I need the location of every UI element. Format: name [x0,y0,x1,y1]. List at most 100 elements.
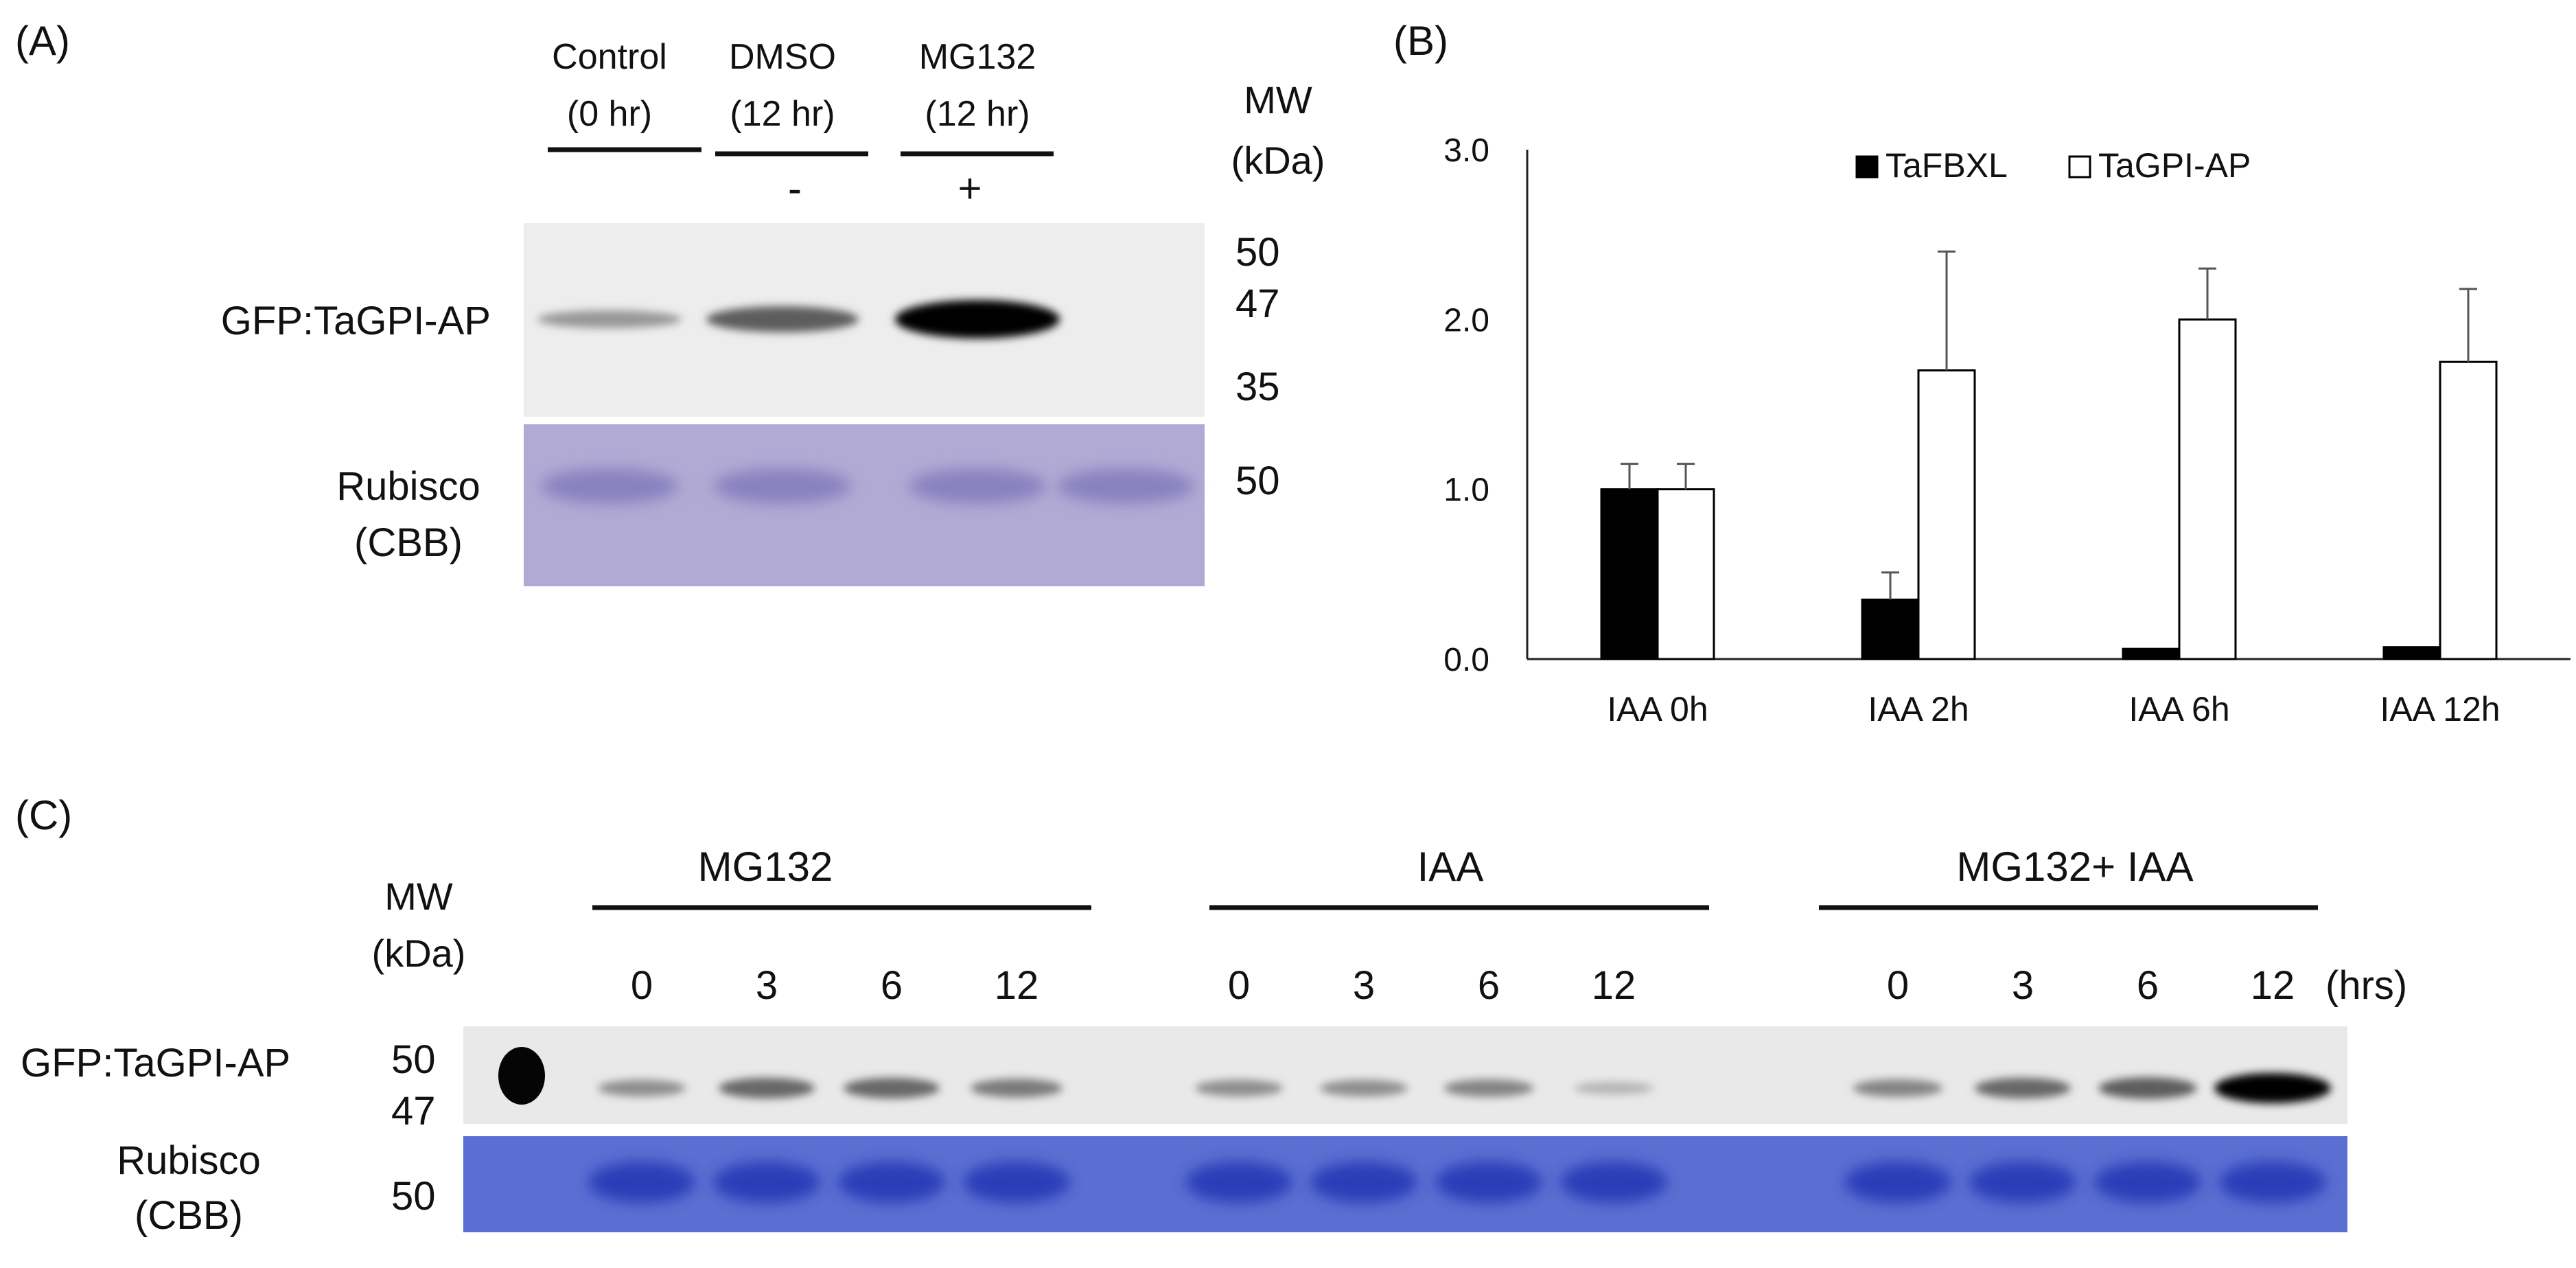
cbb-band-c [1844,1162,1951,1203]
group-label-mg132: MG132 [698,844,833,890]
cbb-band-c [2094,1162,2201,1203]
bar-tagpi-ap [2178,318,2237,660]
blot-bands-c [598,1073,2331,1103]
blot-bands [537,300,1060,338]
lane-time-dmso: (12 hr) [730,94,835,134]
blot-band-c [1574,1081,1653,1095]
blot-band [537,310,682,328]
legend-label: TaGPI-AP [2098,146,2251,185]
cbb-band [909,468,1046,504]
blot-band-c [1853,1079,1943,1097]
bar-tafbxl [1600,488,1659,660]
mg132-sign-mg132: + [958,165,982,211]
mw-title: MW [1244,78,1312,122]
time-point-label: 6 [2137,963,2159,1008]
blot-band-c [719,1078,815,1098]
bar-tafbxl [1861,598,1920,660]
time-point-label: 6 [1478,963,1500,1008]
cbb-band-c [713,1162,820,1203]
bar-tagpi-ap [1656,488,1715,660]
lane-time-control: (0 hr) [567,94,652,134]
cbb-band [1057,468,1194,504]
marker-dot [498,1047,545,1105]
bar-tafbxl [2382,646,2441,660]
panel-c-letter: (C) [15,792,72,838]
cbb-band [714,468,851,504]
row-label-rubisco-c: Rubisco [117,1138,261,1183]
mw-marker-47: 47 [1235,281,1280,326]
time-point-label: 3 [756,963,778,1008]
group-label-iaa: IAA [1417,844,1484,890]
time-point-label: 12 [1592,963,1636,1008]
blot-band-c [1195,1079,1283,1097]
row-label-gfp-c: GFP:TaGPI-AP [21,1041,290,1085]
group-label-mg132-iaa: MG132+ IAA [1956,844,2193,890]
blot-band-c [1320,1079,1408,1097]
blot-band-c [844,1078,940,1098]
blot-band-c [2098,1077,2197,1099]
lane-label-dmso: DMSO [729,37,836,77]
western-blot-strip-c [463,1026,2347,1124]
row-label-cbb-c: (CBB) [135,1193,243,1238]
mw-marker-35: 35 [1235,365,1280,409]
time-point-label: 3 [1353,963,1375,1008]
time-point-label: 12 [995,963,1039,1008]
panel-a-letter: (A) [15,18,70,64]
cbb-band-c [1435,1162,1542,1203]
legend-swatch [1855,155,1879,178]
rubisco-mw-c: 50 [391,1174,436,1219]
cbb-band-c [1310,1162,1417,1203]
row-label-cbb: (CBB) [354,520,463,565]
x-tick-label: IAA 2h [1868,690,1969,728]
blot-band-c [1443,1079,1534,1097]
cbb-band-c [963,1162,1070,1203]
panel-a: (A) Control (0 hr) DMSO (12 hr) MG132 (1… [15,18,1325,586]
legend-label: TaFBXL [1885,146,2008,185]
mw-marker-50: 50 [1235,230,1280,275]
cbb-band-c [1185,1162,1292,1203]
mg132-sign-dmso: - [788,165,802,211]
rubisco-mw: 50 [1235,459,1280,503]
bar-tagpi-ap [2439,360,2498,660]
mw-marker-47-c: 47 [391,1089,436,1133]
time-point-label: 3 [2012,963,2034,1008]
time-point-label: 6 [881,963,903,1008]
time-point-label: 0 [1887,963,1909,1008]
panel-b-letter: (B) [1393,18,1448,64]
blot-band-c [971,1079,1063,1098]
blot-band [895,300,1060,338]
x-tick-label: IAA 0h [1607,690,1708,728]
bar-tafbxl [2122,647,2181,660]
bar-tagpi-ap [1917,369,1976,660]
blot-band-c [1975,1078,2071,1098]
x-tick-label: IAA 6h [2128,690,2229,728]
time-point-label: 12 [2251,963,2295,1008]
y-tick-label: 3.0 [1443,132,1489,169]
y-tick-label: 0.0 [1443,642,1489,678]
y-tick-label: 2.0 [1443,302,1489,338]
cbb-bands-c [588,1162,2326,1203]
blot-band-c [2214,1073,2331,1103]
cbb-band-c [1560,1162,1667,1203]
cbb-band [541,468,678,504]
cbb-band-c [1969,1162,2076,1203]
panel-b: (B) 0.0 1.0 2.0 3.0 IAA 0h IAA 2h IAA 6h IAA 12… [1393,18,2571,728]
mw-marker-50-c: 50 [391,1037,436,1082]
blot-band-c [598,1079,686,1097]
legend-swatch [2068,155,2091,178]
lane-label-mg132: MG132 [919,37,1036,77]
cbb-bands [541,468,1194,504]
mw-title-c: MW [384,875,453,918]
y-tick-label: 1.0 [1443,472,1489,509]
blot-band [706,306,859,332]
time-point-label: 0 [631,963,653,1008]
lane-time-mg132: (12 hr) [925,94,1030,134]
time-unit: (hrs) [2325,963,2407,1008]
cbb-strip [524,424,1205,586]
cbb-band-c [2219,1162,2326,1203]
mw-unit: (kDa) [1231,139,1325,182]
panel-c: (C) MW (kDa) MG132 IAA MG132+ IAA 0 3 6 12 0… [15,792,2407,1238]
time-point-label: 0 [1228,963,1250,1008]
row-label-gfp: GFP:TaGPI-AP [221,299,491,343]
